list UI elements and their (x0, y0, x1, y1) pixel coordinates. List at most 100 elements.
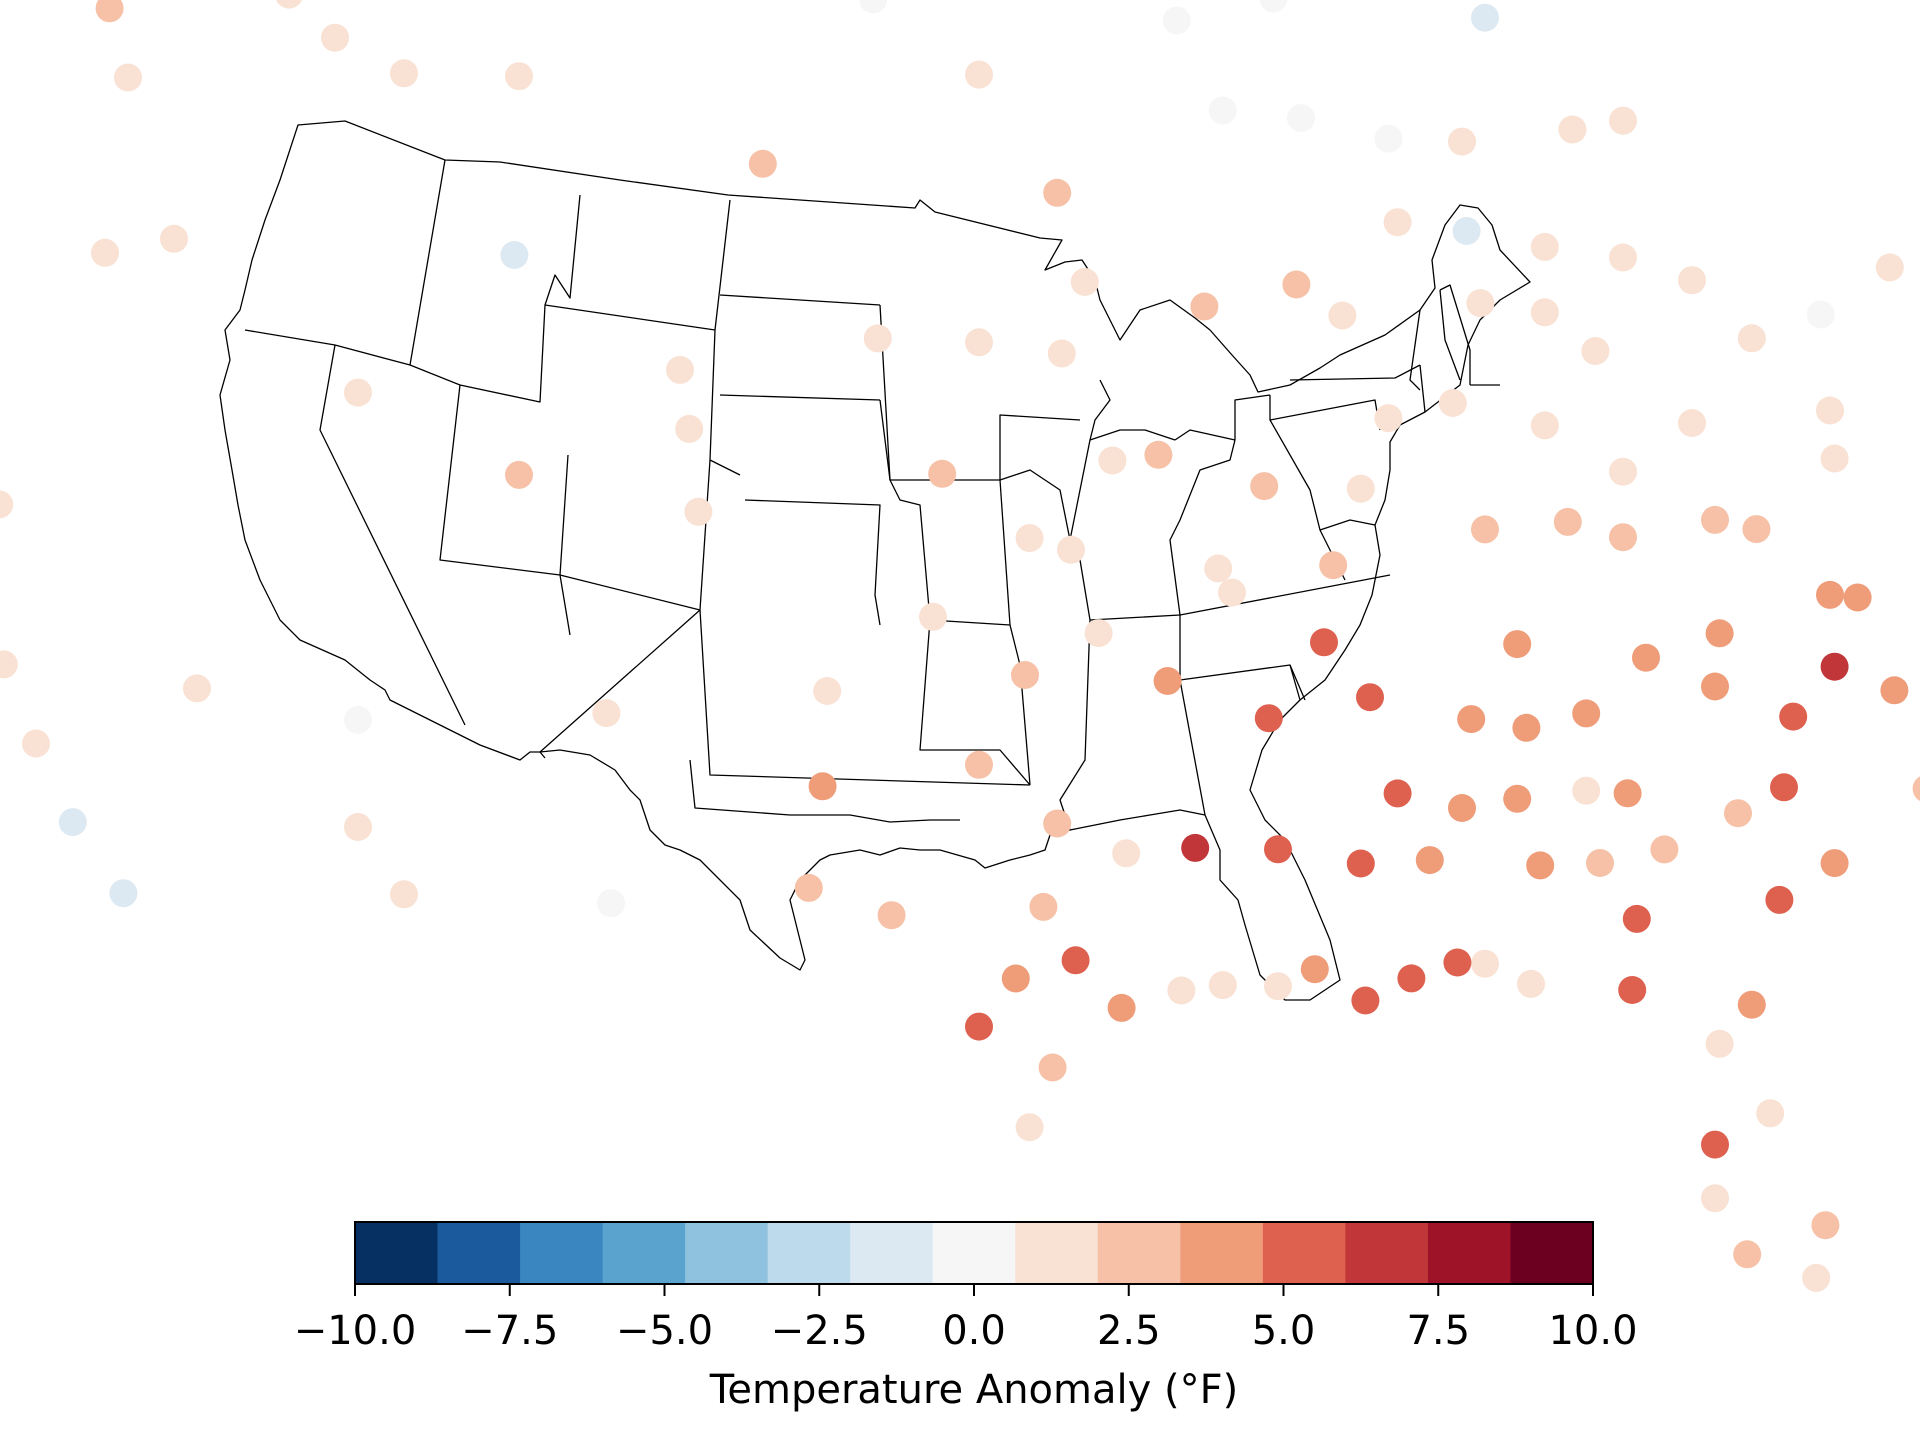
station-point (344, 705, 372, 734)
station-point (1843, 583, 1872, 612)
station-point (592, 699, 621, 728)
station-point (1820, 849, 1849, 878)
station-point (1802, 1263, 1831, 1292)
station-point (877, 901, 906, 930)
colorbar-tick-label: −5.0 (616, 1308, 713, 1354)
station-point (1622, 904, 1651, 933)
station-point (1779, 702, 1808, 731)
colorbar-tick-label: 0.0 (942, 1308, 1006, 1354)
station-point (1310, 628, 1338, 657)
station-point (114, 63, 142, 92)
station-point (1259, 0, 1288, 13)
station-point (1346, 474, 1375, 503)
station-point (1162, 6, 1191, 35)
station-point (1512, 713, 1541, 742)
station-point (1452, 217, 1481, 245)
station-point (1503, 630, 1532, 659)
station-point (344, 813, 372, 841)
station-point (1448, 794, 1476, 822)
station-point (1300, 955, 1329, 984)
colorbar-label: Temperature Anomaly (°F) (709, 1367, 1238, 1413)
station-point (1503, 784, 1532, 813)
station-point (1057, 535, 1085, 564)
station-point (1038, 1053, 1067, 1082)
station-point (1471, 515, 1499, 544)
colorbar-bin (355, 1222, 439, 1284)
station-point (1015, 1113, 1044, 1142)
colorbar-bin (602, 1222, 686, 1284)
station-point (808, 772, 837, 801)
station-point (1043, 809, 1072, 838)
station-point (1678, 266, 1706, 295)
station-point (505, 62, 533, 91)
station-point (863, 324, 892, 353)
station-point (183, 674, 211, 703)
station-point (390, 59, 418, 88)
station-point (965, 750, 993, 779)
station-point (276, 0, 302, 9)
station-point (1204, 554, 1233, 583)
station-point (1733, 1240, 1762, 1269)
station-point (1015, 524, 1044, 553)
station-point (95, 0, 124, 23)
station-point (1443, 948, 1472, 977)
station-point (1383, 779, 1412, 808)
station-point (684, 497, 713, 526)
station-point (1438, 389, 1467, 417)
colorbar-bin (520, 1222, 604, 1284)
station-point (1208, 96, 1237, 125)
station-point (160, 224, 188, 253)
station-point (1678, 409, 1706, 437)
colorbar-bin (767, 1222, 851, 1284)
station-point (928, 459, 957, 488)
station-point (1457, 705, 1486, 734)
station-point (1811, 1211, 1840, 1240)
us-outline (219, 120, 1531, 1001)
station-point (58, 808, 87, 837)
colorbar-bin (1345, 1222, 1429, 1284)
station-point (1618, 976, 1647, 1004)
station-point (1218, 578, 1246, 607)
station-point (1572, 699, 1601, 728)
station-point (1632, 643, 1660, 672)
station-point (1526, 851, 1555, 880)
station-point (1613, 779, 1642, 808)
station-point (597, 889, 625, 918)
station-point (0, 490, 14, 519)
colorbar-tick-label: −7.5 (461, 1308, 558, 1354)
station-point (1586, 849, 1614, 877)
station-point (1448, 127, 1476, 156)
station-point (1912, 776, 1920, 802)
station-point (919, 602, 947, 631)
station-point (1208, 971, 1237, 1000)
station-point (1701, 1130, 1729, 1159)
station-point (1047, 339, 1076, 368)
colorbar-ticks: −10.0 −7.5 −5.0 −2.5 0.0 2.5 5.0 7.5 10.0 (294, 1284, 1638, 1354)
station-point (1001, 964, 1030, 993)
us-map (219, 120, 1531, 1001)
station-point (1190, 292, 1219, 321)
colorbar: −10.0 −7.5 −5.0 −2.5 0.0 2.5 5.0 7.5 10.0 Temper… (294, 1221, 1638, 1413)
station-point (1061, 946, 1090, 975)
station-point (1084, 619, 1113, 648)
colorbar-bin (437, 1222, 521, 1284)
station-point (1011, 661, 1039, 689)
station-point (965, 1012, 993, 1041)
station-point (1816, 580, 1844, 609)
station-point (813, 677, 842, 705)
station-point (1415, 846, 1444, 875)
colorbar-bin (1510, 1222, 1594, 1284)
station-point (1701, 1184, 1729, 1213)
station-point (1374, 404, 1403, 433)
colorbar-bin (685, 1222, 769, 1284)
station-point (965, 60, 993, 89)
station-point (1264, 972, 1292, 1001)
station-point (1112, 839, 1141, 868)
station-point (1705, 1029, 1734, 1058)
station-point (1530, 232, 1559, 261)
station-point (1287, 104, 1315, 132)
station-point (1701, 505, 1729, 534)
station-point (1471, 949, 1499, 978)
station-point (1264, 835, 1292, 864)
